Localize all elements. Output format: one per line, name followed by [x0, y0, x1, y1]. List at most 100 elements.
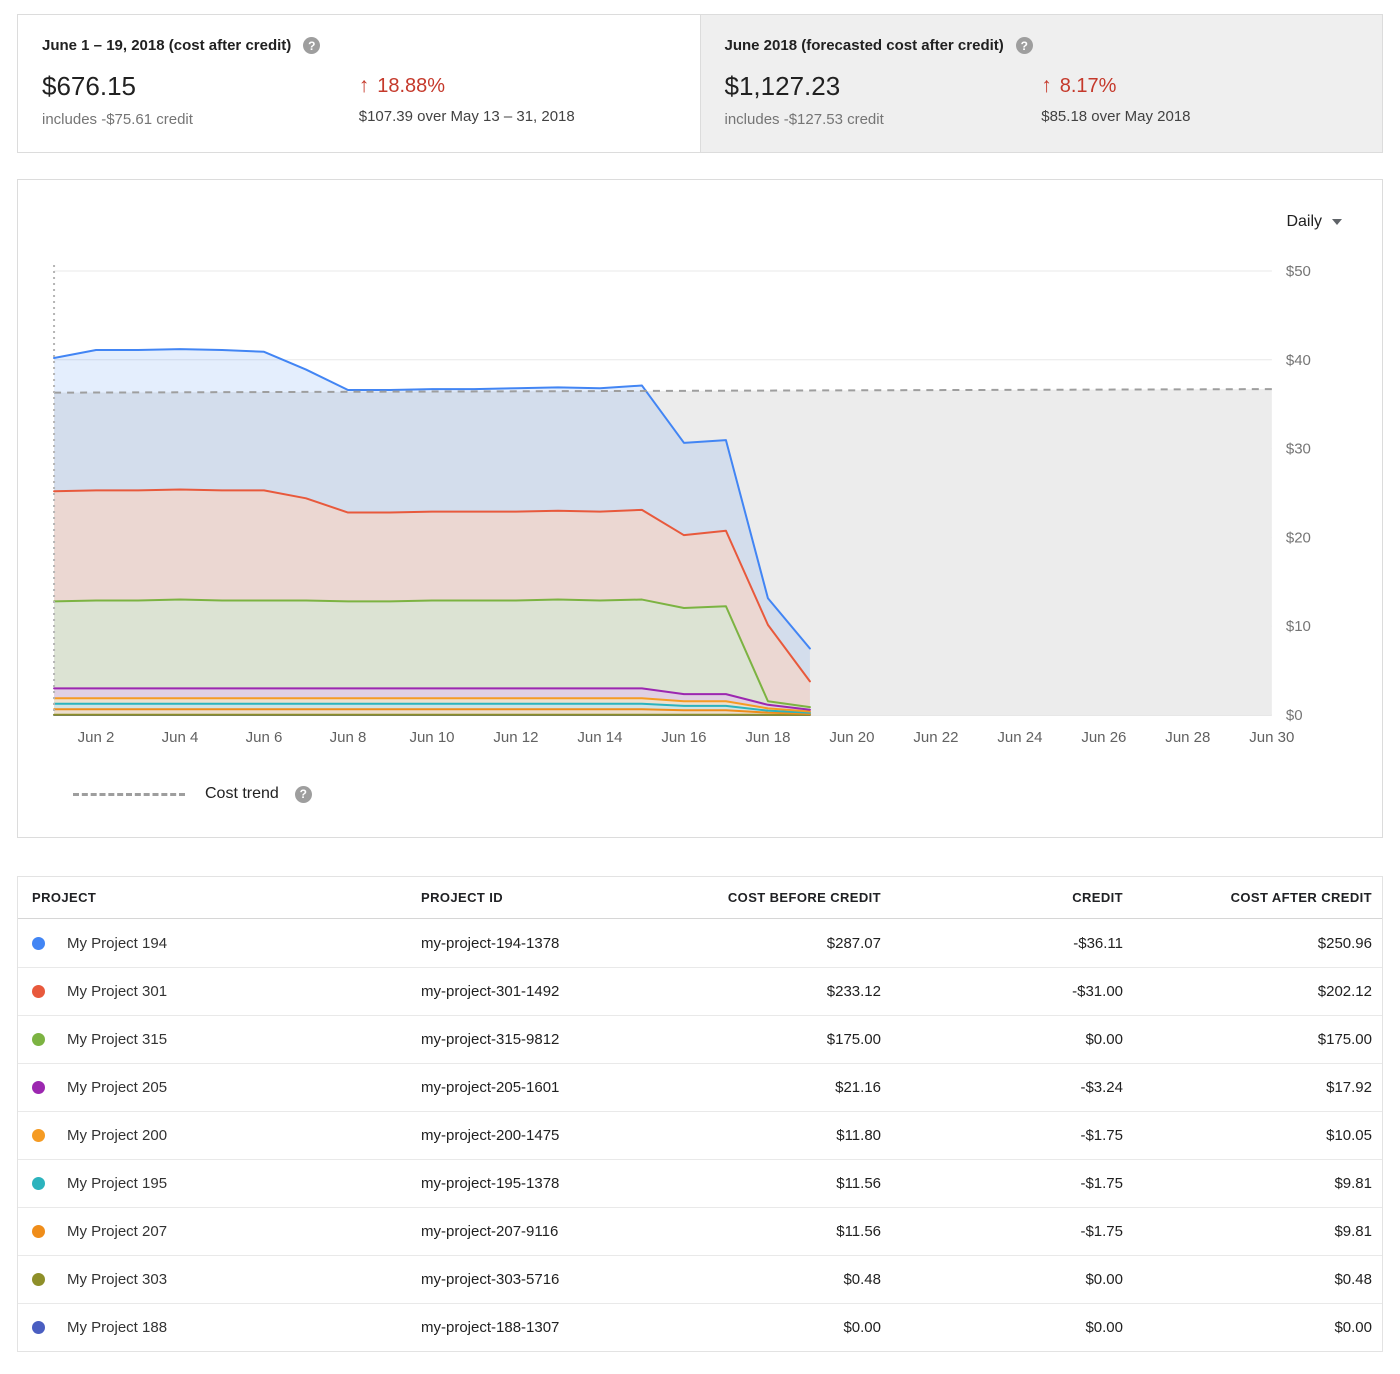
credit: -$31.00 — [1072, 983, 1123, 1000]
project-cost-table: PROJECT PROJECT ID COST BEFORE CREDIT CR… — [17, 876, 1383, 1352]
table-row[interactable]: My Project 205 my-project-205-1601 $21.1… — [18, 1063, 1382, 1111]
help-icon[interactable]: ? — [294, 785, 312, 803]
project-id: my-project-205-1601 — [421, 1079, 560, 1096]
cost-after-credit: $250.96 — [1317, 934, 1372, 952]
project-color-dot — [32, 1129, 45, 1142]
svg-text:Jun 14: Jun 14 — [577, 729, 622, 746]
col-header-cost-before-credit: COST BEFORE CREDIT — [727, 890, 881, 905]
credit: -$1.75 — [1080, 1175, 1123, 1192]
svg-text:Jun 26: Jun 26 — [1081, 729, 1126, 746]
svg-text:$30: $30 — [1286, 441, 1311, 458]
project-name: My Project 315 — [67, 1031, 168, 1048]
cost-before-credit: $233.12 — [826, 983, 881, 1000]
current-cost-card: June 1 – 19, 2018 (cost after credit) ? … — [18, 15, 700, 152]
help-icon[interactable]: ? — [1015, 37, 1033, 54]
cost-before-credit: $11.56 — [836, 1223, 881, 1240]
up-arrow-icon: ↑ — [1041, 74, 1052, 97]
svg-text:$40: $40 — [1286, 352, 1311, 369]
project-color-dot — [32, 936, 45, 950]
interval-select[interactable]: Daily — [1286, 213, 1342, 231]
project-table-body: My Project 194 my-project-194-1378 $287.… — [18, 919, 1382, 1351]
project-name: My Project 195 — [67, 1175, 168, 1192]
table-row[interactable]: My Project 207 my-project-207-9116 $11.5… — [18, 1207, 1382, 1255]
svg-text:Jun 4: Jun 4 — [162, 729, 199, 746]
project-id: my-project-207-9116 — [421, 1223, 559, 1240]
svg-text:Jun 30: Jun 30 — [1249, 729, 1294, 746]
svg-text:Jun 22: Jun 22 — [913, 729, 958, 746]
svg-text:Jun 28: Jun 28 — [1165, 729, 1210, 746]
forecast-period-title: June 2018 (forecasted cost after credit) — [724, 37, 1004, 54]
interval-select-label: Daily — [1286, 213, 1322, 230]
current-period-title: June 1 – 19, 2018 (cost after credit) — [42, 37, 292, 54]
project-name: My Project 301 — [67, 983, 168, 1000]
svg-text:Jun 12: Jun 12 — [493, 729, 538, 746]
cost-before-credit: $287.07 — [826, 934, 881, 952]
current-change: ↑ 18.88% — [359, 74, 676, 98]
svg-text:$50: $50 — [1286, 263, 1311, 280]
forecast-credit-note: includes -$127.53 credit — [724, 111, 884, 128]
project-id: my-project-194-1378 — [421, 934, 560, 952]
project-color-dot — [32, 985, 45, 998]
current-change-note: $107.39 over May 13 – 31, 2018 — [358, 108, 575, 125]
credit: $0.00 — [1085, 1271, 1123, 1288]
table-row[interactable]: My Project 195 my-project-195-1378 $11.5… — [18, 1159, 1382, 1207]
table-row[interactable]: My Project 200 my-project-200-1475 $11.8… — [18, 1111, 1382, 1159]
project-color-dot — [32, 1321, 45, 1334]
current-change-pct: 18.88% — [377, 74, 446, 97]
table-header: PROJECT PROJECT ID COST BEFORE CREDIT CR… — [18, 877, 1382, 919]
cost-before-credit: $11.80 — [836, 1127, 881, 1144]
credit: $0.00 — [1085, 1031, 1123, 1048]
table-row[interactable]: My Project 188 my-project-188-1307 $0.00… — [18, 1303, 1382, 1351]
table-row[interactable]: My Project 301 my-project-301-1492 $233.… — [18, 967, 1382, 1015]
cost-before-credit: $11.56 — [836, 1175, 881, 1192]
credit: $0.00 — [1085, 1319, 1123, 1336]
cost-trend-label: Cost trend — [205, 785, 279, 802]
help-icon[interactable]: ? — [303, 37, 321, 54]
svg-text:Jun 8: Jun 8 — [330, 729, 367, 746]
cost-before-credit: $175.00 — [826, 1031, 881, 1048]
project-name: My Project 207 — [67, 1223, 168, 1240]
project-name: My Project 200 — [67, 1127, 168, 1144]
forecast-cost-amount: $1,127.23 — [724, 71, 841, 101]
project-color-dot — [32, 1033, 45, 1046]
cost-chart-card: $0 $10 $20 $30 $40 $50 Jun 2 Jun 4 Jun 6 Jun 8 Jun… — [17, 179, 1383, 838]
project-id: my-project-188-1307 — [421, 1319, 560, 1336]
svg-text:Jun 20: Jun 20 — [829, 729, 874, 746]
project-color-dot — [32, 1273, 45, 1286]
forecast-cost-card: June 2018 (forecasted cost after credit)… — [699, 15, 1382, 152]
credit: -$1.75 — [1080, 1223, 1123, 1240]
col-header-project: PROJECT — [32, 890, 97, 905]
svg-text:Jun 6: Jun 6 — [246, 729, 283, 746]
up-arrow-icon: ↑ — [358, 74, 370, 97]
project-color-dot — [32, 1081, 45, 1094]
cost-after-credit: $175.00 — [1317, 1031, 1372, 1048]
forecast-change-note: $85.18 over May 2018 — [1041, 108, 1191, 125]
table-row[interactable]: My Project 315 my-project-315-9812 $175.… — [18, 1015, 1382, 1063]
project-name: My Project 303 — [67, 1271, 168, 1288]
project-id: my-project-195-1378 — [421, 1175, 560, 1192]
col-header-cost-after-credit: COST AFTER CREDIT — [1230, 890, 1372, 905]
project-color-dot — [32, 1177, 45, 1190]
cost-before-credit: $0.00 — [843, 1319, 881, 1336]
project-id: my-project-303-5716 — [421, 1271, 560, 1288]
cost-after-credit: $10.05 — [1326, 1127, 1372, 1144]
cost-before-credit: $0.48 — [843, 1271, 881, 1288]
cost-after-credit: $202.12 — [1317, 983, 1372, 1000]
project-id: my-project-315-9812 — [421, 1031, 560, 1048]
cost-after-credit: $9.81 — [1334, 1175, 1372, 1192]
forecast-change: ↑ 8.17% — [1041, 74, 1358, 98]
svg-text:$0: $0 — [1286, 707, 1303, 724]
current-credit-note: includes -$75.61 credit — [42, 111, 193, 128]
table-row[interactable]: My Project 303 my-project-303-5716 $0.48… — [18, 1255, 1382, 1303]
credit: -$3.24 — [1080, 1079, 1123, 1096]
project-id: my-project-301-1492 — [421, 983, 560, 1000]
project-name: My Project 205 — [67, 1079, 168, 1096]
cost-trend-legend: Cost trend ? — [73, 785, 312, 803]
table-row[interactable]: My Project 194 my-project-194-1378 $287.… — [18, 919, 1382, 967]
svg-text:Jun 2: Jun 2 — [78, 729, 115, 746]
svg-text:$20: $20 — [1286, 529, 1311, 546]
project-name: My Project 188 — [67, 1319, 168, 1336]
cost-after-credit: $17.92 — [1326, 1079, 1372, 1096]
svg-text:Jun 24: Jun 24 — [997, 729, 1042, 746]
svg-text:Jun 16: Jun 16 — [661, 729, 706, 746]
